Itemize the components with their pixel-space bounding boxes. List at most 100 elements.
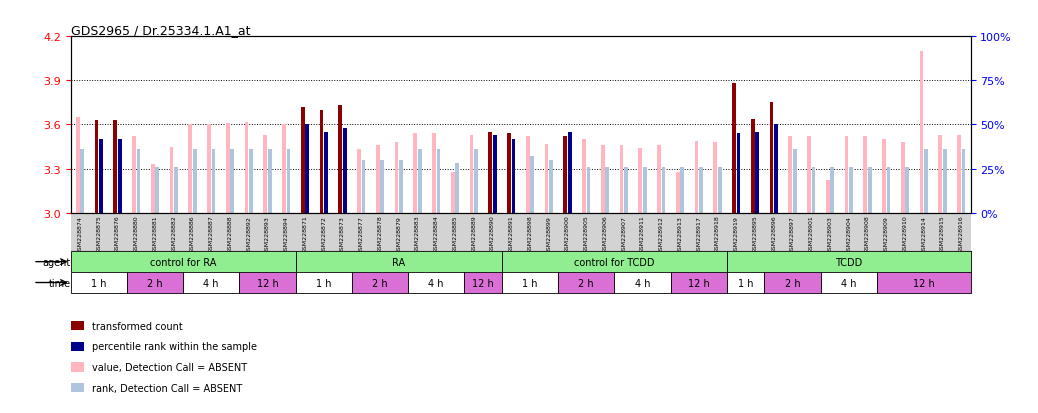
Bar bbox=[680, 167, 684, 213]
Text: GSM228890: GSM228890 bbox=[490, 215, 495, 253]
Bar bbox=[394, 143, 399, 213]
Text: 12 h: 12 h bbox=[688, 278, 710, 288]
Bar bbox=[774, 125, 777, 213]
Bar bbox=[174, 167, 177, 213]
Bar bbox=[820, 273, 877, 293]
Bar bbox=[474, 150, 477, 213]
Bar bbox=[727, 273, 764, 293]
Text: 2 h: 2 h bbox=[578, 278, 594, 288]
Bar bbox=[624, 167, 628, 213]
Bar bbox=[399, 160, 403, 213]
Text: GSM228895: GSM228895 bbox=[753, 215, 758, 253]
Text: control for TCDD: control for TCDD bbox=[574, 257, 655, 267]
Bar bbox=[380, 160, 384, 213]
Bar bbox=[512, 139, 515, 213]
Bar bbox=[469, 135, 473, 213]
Bar bbox=[920, 52, 923, 213]
Bar bbox=[886, 167, 891, 213]
Bar bbox=[71, 252, 296, 273]
Text: 1 h: 1 h bbox=[91, 278, 107, 288]
Bar bbox=[94, 121, 99, 213]
Bar bbox=[437, 150, 440, 213]
Bar bbox=[464, 273, 501, 293]
Bar bbox=[530, 157, 535, 213]
Bar bbox=[924, 150, 928, 213]
Text: GSM228877: GSM228877 bbox=[359, 215, 363, 253]
Text: GSM228876: GSM228876 bbox=[115, 215, 120, 253]
Text: GSM228875: GSM228875 bbox=[97, 215, 102, 253]
Bar bbox=[737, 134, 740, 213]
Text: GSM228909: GSM228909 bbox=[883, 215, 889, 253]
Text: GSM228873: GSM228873 bbox=[339, 215, 345, 253]
Bar bbox=[549, 160, 553, 213]
Text: GSM228900: GSM228900 bbox=[565, 215, 570, 253]
Text: GSM228879: GSM228879 bbox=[397, 215, 402, 253]
Text: TCDD: TCDD bbox=[835, 257, 863, 267]
Bar bbox=[268, 150, 272, 213]
Bar bbox=[582, 140, 585, 213]
Text: GSM228881: GSM228881 bbox=[153, 215, 158, 253]
Text: GSM228897: GSM228897 bbox=[790, 215, 795, 253]
Bar bbox=[830, 167, 835, 213]
Text: GSM228884: GSM228884 bbox=[434, 215, 439, 253]
Text: GSM228919: GSM228919 bbox=[734, 215, 739, 253]
Text: GSM228871: GSM228871 bbox=[302, 215, 307, 253]
Bar bbox=[564, 137, 567, 213]
Text: GSM228883: GSM228883 bbox=[415, 215, 420, 253]
Text: GSM228915: GSM228915 bbox=[939, 215, 945, 253]
Text: GSM228899: GSM228899 bbox=[546, 215, 551, 253]
Bar bbox=[713, 143, 717, 213]
Bar bbox=[643, 167, 647, 213]
Bar bbox=[845, 137, 848, 213]
Text: 4 h: 4 h bbox=[429, 278, 444, 288]
Text: 4 h: 4 h bbox=[203, 278, 219, 288]
Bar bbox=[826, 181, 829, 213]
Bar bbox=[694, 141, 699, 213]
Bar bbox=[526, 137, 529, 213]
Bar bbox=[877, 273, 971, 293]
Text: GSM228882: GSM228882 bbox=[171, 215, 176, 253]
Text: GSM228893: GSM228893 bbox=[265, 215, 270, 253]
Text: 1 h: 1 h bbox=[522, 278, 538, 288]
Bar bbox=[605, 167, 609, 213]
Bar bbox=[456, 164, 459, 213]
Bar bbox=[732, 84, 736, 213]
Bar bbox=[212, 150, 215, 213]
Bar bbox=[296, 273, 352, 293]
Bar bbox=[80, 150, 84, 213]
Bar bbox=[718, 167, 721, 213]
Text: agent: agent bbox=[43, 257, 71, 267]
Bar bbox=[264, 135, 267, 213]
Bar bbox=[568, 132, 572, 213]
Bar bbox=[493, 136, 496, 213]
Text: time: time bbox=[49, 278, 71, 288]
Bar bbox=[245, 122, 248, 213]
Text: GSM228885: GSM228885 bbox=[453, 215, 458, 253]
Text: GSM228874: GSM228874 bbox=[78, 215, 82, 253]
Bar bbox=[113, 121, 117, 213]
Text: GSM228887: GSM228887 bbox=[209, 215, 214, 253]
Text: percentile rank within the sample: percentile rank within the sample bbox=[92, 342, 257, 351]
Bar bbox=[849, 167, 853, 213]
Bar bbox=[638, 149, 643, 213]
Bar bbox=[793, 150, 796, 213]
Text: GSM228891: GSM228891 bbox=[509, 215, 514, 253]
Text: 12 h: 12 h bbox=[256, 278, 278, 288]
Bar bbox=[296, 252, 501, 273]
Bar bbox=[807, 137, 811, 213]
Text: GSM228880: GSM228880 bbox=[134, 215, 139, 253]
Bar bbox=[352, 273, 408, 293]
Bar bbox=[301, 108, 304, 213]
Bar bbox=[601, 146, 604, 213]
Bar bbox=[127, 273, 183, 293]
Text: GSM228903: GSM228903 bbox=[827, 215, 832, 253]
Bar bbox=[620, 146, 623, 213]
Bar bbox=[193, 150, 196, 213]
Bar bbox=[408, 273, 464, 293]
Text: GSM228889: GSM228889 bbox=[471, 215, 476, 253]
Text: 4 h: 4 h bbox=[634, 278, 650, 288]
Bar bbox=[432, 134, 436, 213]
Bar bbox=[676, 172, 680, 213]
Bar bbox=[699, 167, 703, 213]
Bar bbox=[230, 150, 235, 213]
